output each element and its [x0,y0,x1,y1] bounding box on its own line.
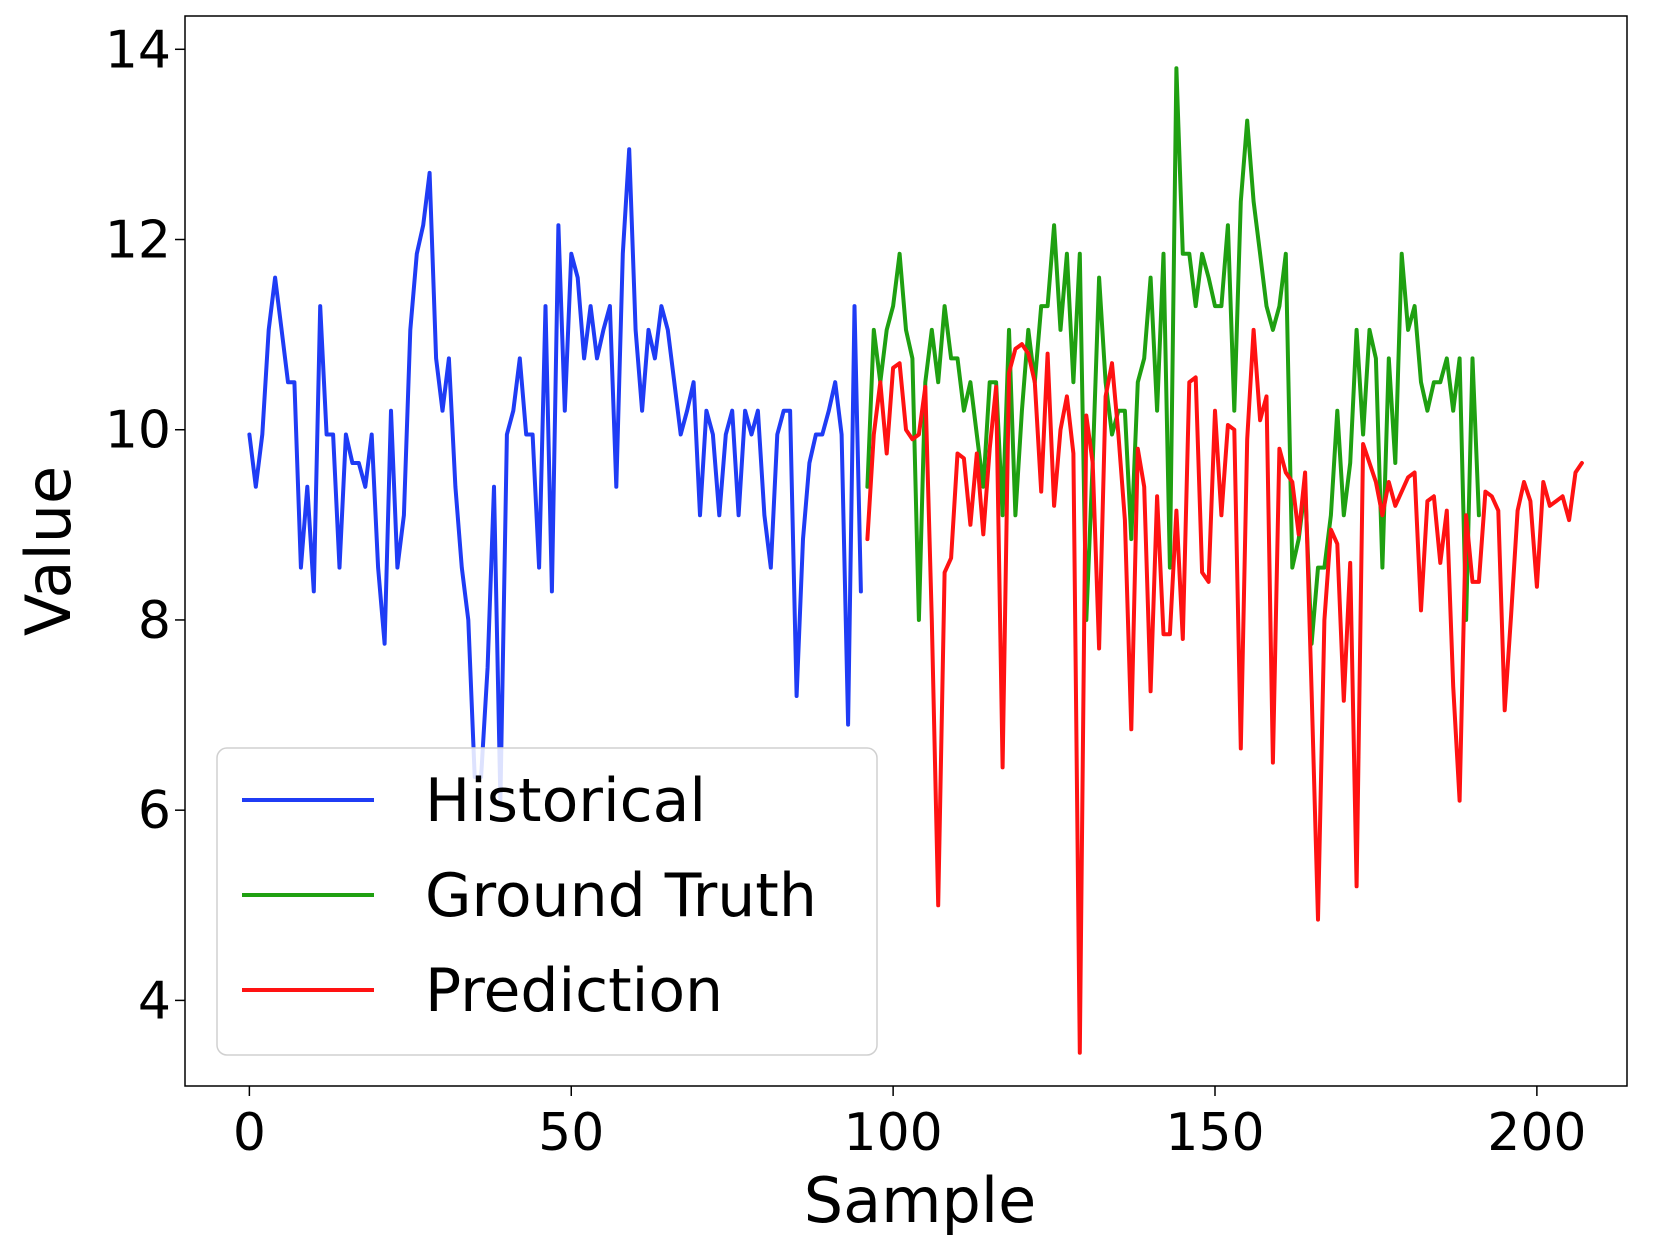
x-tick-label: 50 [538,1103,604,1163]
x-tick-label: 0 [233,1103,266,1163]
series-layer [247,66,1584,1055]
series-line-prediction [865,327,1584,1055]
series-line-historical [247,147,863,803]
y-axis-label: Value [12,466,85,636]
plot-frame [184,15,1628,1087]
y-tick-label: 12 [105,211,171,271]
legend-label: Historical [425,766,706,836]
y-tick-label: 14 [105,20,171,80]
y-tick-label: 10 [105,401,171,461]
ticks-layer: 0 50 100 150 200 4 6 8 10 12 14 [105,20,1587,1163]
legend-box [216,747,878,1056]
y-tick-label: 4 [138,971,171,1031]
legend-label: Ground Truth [425,861,817,931]
x-tick-label: 100 [843,1103,942,1163]
y-tick-label: 6 [138,781,171,841]
legend: Historical Ground Truth Prediction [216,747,878,1056]
legend-label: Prediction [425,956,723,1026]
x-tick-label: 200 [1487,1103,1586,1163]
y-tick-label: 8 [138,591,171,651]
series-line-ground-truth [865,66,1481,646]
x-axis-label: Sample [804,1164,1036,1237]
x-tick-label: 150 [1165,1103,1264,1163]
